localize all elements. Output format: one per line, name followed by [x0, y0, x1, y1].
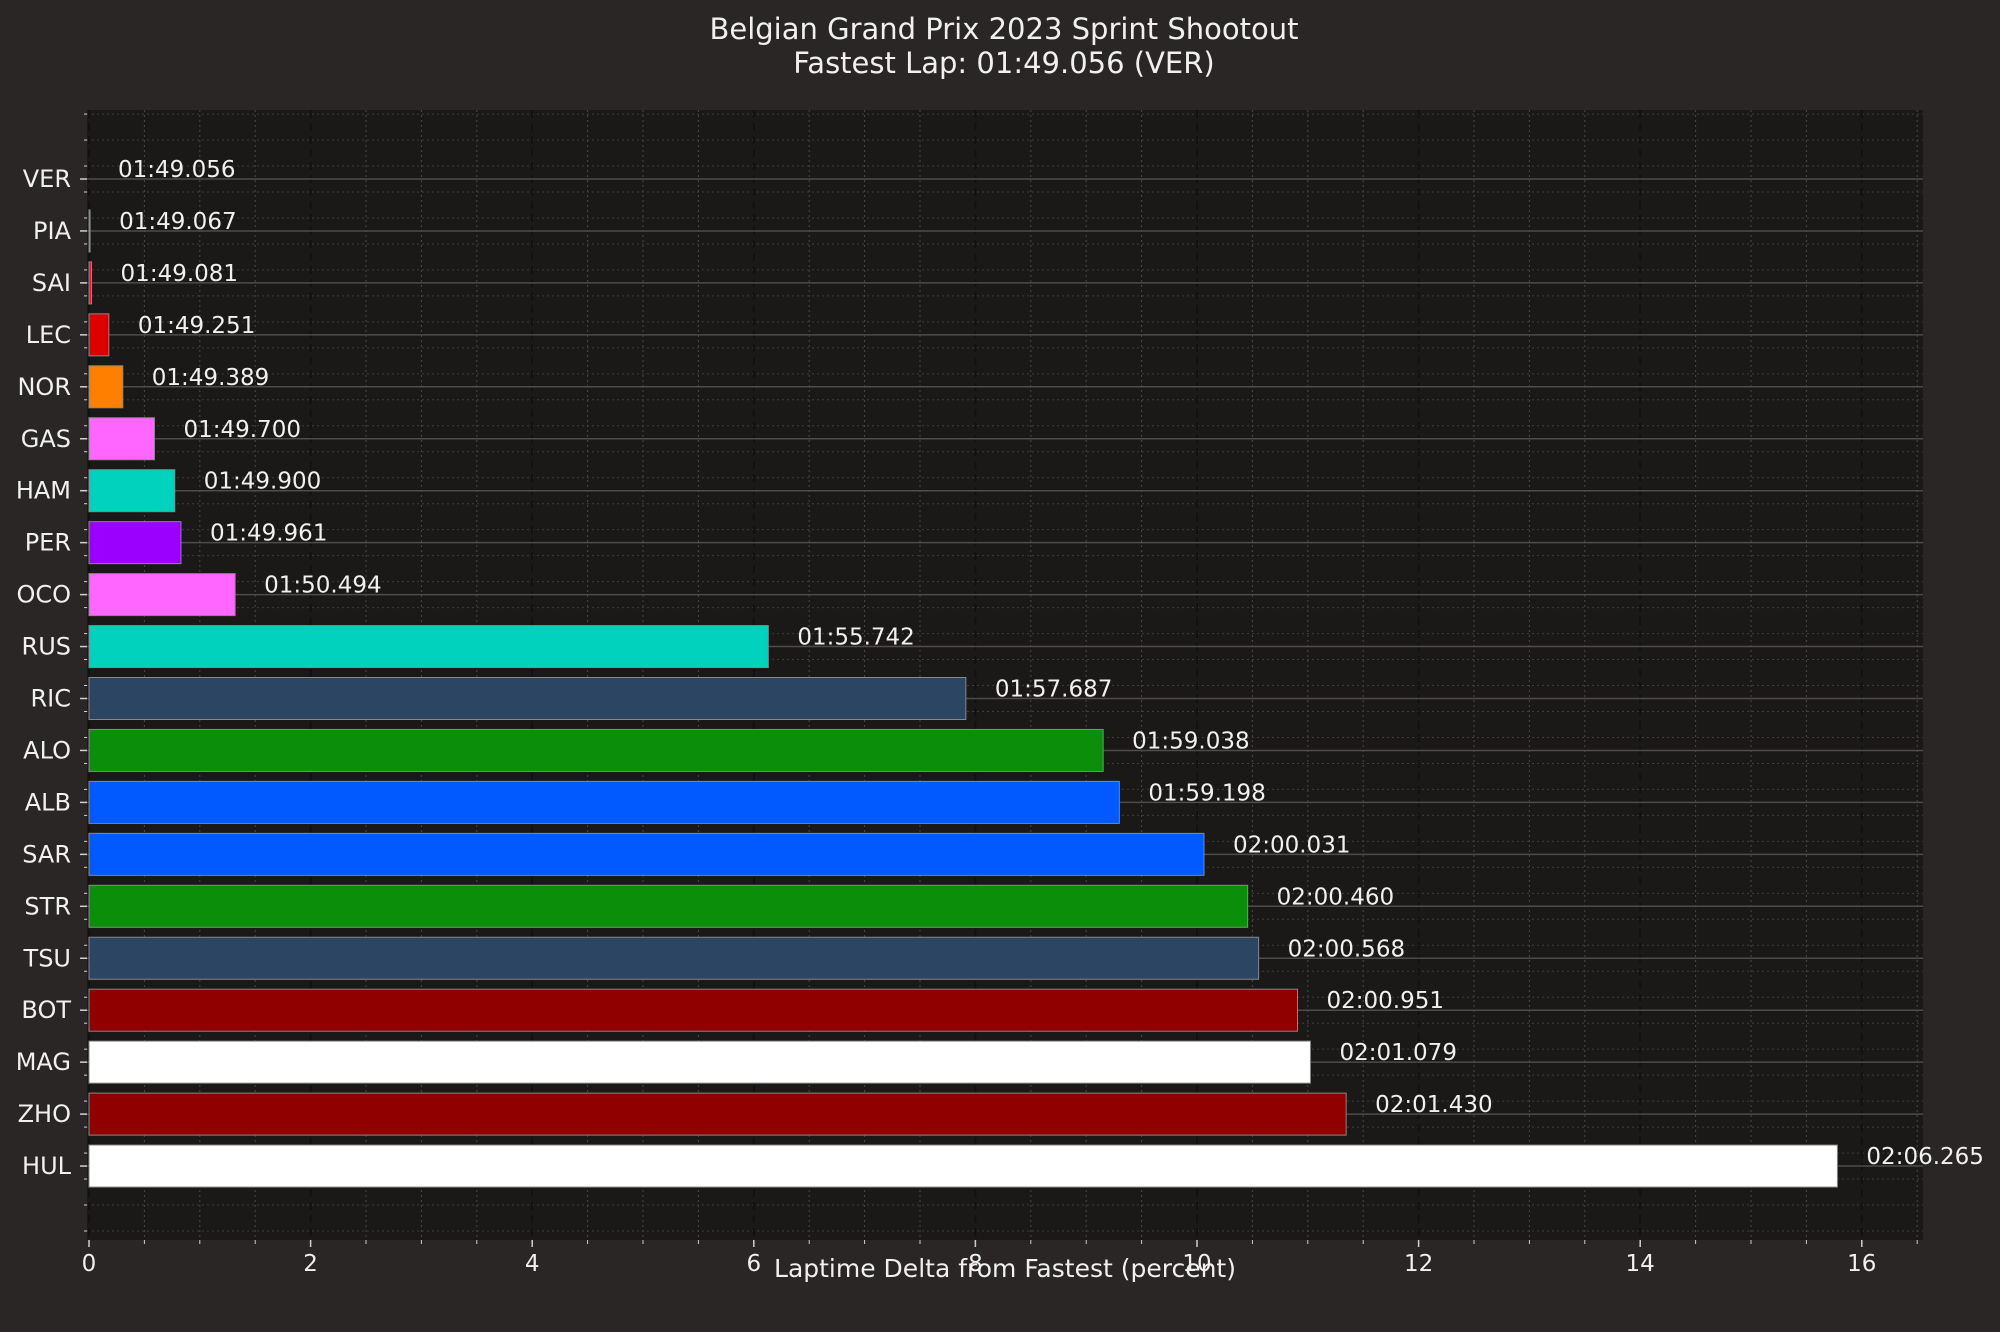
y-tick-label: OCO	[16, 581, 71, 609]
y-tick-label: SAI	[32, 269, 71, 297]
bar-value-label: 02:00.460	[1277, 884, 1395, 910]
y-tick-label: HAM	[16, 477, 71, 505]
bar-value-label: 01:49.081	[121, 261, 239, 287]
bar-alo	[88, 728, 1104, 772]
bar-ric	[88, 677, 967, 720]
bar-nor	[88, 365, 124, 409]
bar-value-label: 02:01.430	[1375, 1092, 1493, 1118]
bar-sai	[88, 261, 93, 305]
bar-value-label: 02:00.951	[1326, 988, 1444, 1014]
bar-value-label: 01:49.251	[138, 313, 256, 339]
y-tick-label: VER	[23, 165, 71, 193]
bar-value-label: 02:01.079	[1339, 1040, 1457, 1066]
bar-bot	[88, 988, 1298, 1032]
y-tick-label: BOT	[21, 996, 71, 1024]
x-tick-label: 8	[968, 1251, 983, 1277]
bar-lec	[88, 313, 110, 357]
bar-hul	[88, 1144, 1838, 1188]
bar-zho	[88, 1092, 1347, 1136]
x-tick-label: 2	[303, 1251, 318, 1277]
bar-value-label: 01:50.494	[264, 573, 382, 599]
y-tick-label: ZHO	[18, 1100, 71, 1128]
bar-alb	[88, 780, 1120, 824]
bar-value-label: 01:57.687	[995, 677, 1113, 703]
bar-oco	[88, 573, 236, 617]
bar-sar	[88, 832, 1205, 876]
y-tick-label: RIC	[30, 685, 71, 713]
bars: 01:49.056 01:49.067 01:49.081 01:49.251 01:4…	[88, 157, 1984, 1188]
x-tick-label: 0	[82, 1251, 97, 1277]
x-tick-label: 4	[525, 1251, 540, 1277]
bar-str	[88, 884, 1249, 928]
y-tick-label: PER	[25, 529, 71, 557]
x-tick-label: 14	[1626, 1251, 1655, 1277]
bar-value-label: 01:49.067	[119, 209, 237, 235]
y-tick-label: HUL	[22, 1152, 72, 1180]
y-tick-label: RUS	[22, 633, 71, 661]
y-tick-label: PIA	[33, 217, 72, 245]
bar-per	[88, 521, 182, 565]
bar-value-label: 01:49.961	[210, 521, 327, 547]
bar-value-label: 01:49.700	[183, 417, 300, 443]
bar-rus	[88, 625, 769, 669]
y-tick-label: MAG	[16, 1048, 71, 1076]
x-tick-label: 6	[746, 1251, 761, 1277]
chart-subtitle: Fastest Lap: 01:49.056 (VER)	[793, 46, 1214, 80]
bar-ham	[88, 469, 176, 513]
bar-value-label: 02:00.031	[1233, 832, 1351, 858]
x-axis-label: Laptime Delta from Fastest (percent)	[774, 1254, 1236, 1283]
y-tick-label: TSU	[23, 944, 71, 972]
y-tick-label: ALB	[25, 788, 71, 816]
bar-value-label: 01:49.389	[152, 365, 270, 391]
axes: VER PIA SAI LEC NOR GAS HAM PER OCO RUS RIC ALO ALB S…	[16, 113, 1918, 1277]
x-tick-label: 12	[1404, 1251, 1433, 1277]
bar-value-label: 01:49.900	[204, 469, 322, 495]
bar-value-label: 01:59.038	[1132, 728, 1250, 754]
chart-title: Belgian Grand Prix 2023 Sprint Shootout	[709, 12, 1298, 46]
x-tick-label: 10	[1182, 1251, 1211, 1277]
bar-pia	[88, 209, 91, 253]
bar-mag	[88, 1040, 1311, 1084]
y-tick-label: STR	[24, 892, 71, 920]
y-tick-label: ALO	[23, 736, 71, 764]
bar-value-label: 01:49.056	[118, 157, 236, 183]
y-tick-label: SAR	[22, 840, 71, 868]
bar-tsu	[88, 936, 1260, 980]
x-tick-label: 16	[1847, 1251, 1876, 1277]
bar-value-label: 01:55.742	[797, 625, 915, 651]
y-tick-label: NOR	[17, 373, 71, 401]
bar-value-label: 02:00.568	[1288, 936, 1406, 962]
bar-value-label: 01:59.198	[1148, 780, 1266, 806]
y-tick-label: LEC	[26, 321, 71, 349]
bar-value-label: 02:06.265	[1866, 1144, 1984, 1170]
y-tick-label: GAS	[21, 425, 71, 453]
bar-gas	[88, 417, 155, 461]
